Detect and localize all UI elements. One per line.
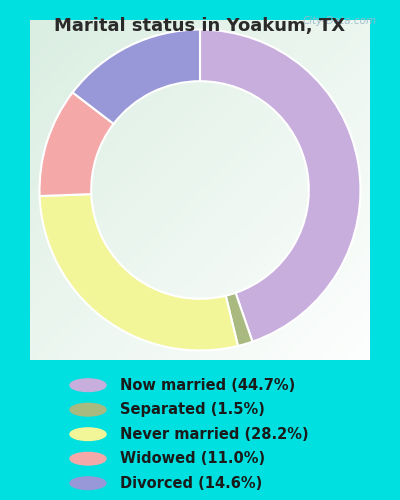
Circle shape xyxy=(70,379,106,392)
Circle shape xyxy=(70,404,106,416)
Wedge shape xyxy=(72,30,200,124)
Text: Marital status in Yoakum, TX: Marital status in Yoakum, TX xyxy=(54,18,346,36)
Circle shape xyxy=(70,452,106,465)
Text: Widowed (11.0%): Widowed (11.0%) xyxy=(120,451,265,466)
Circle shape xyxy=(70,477,106,490)
Text: Separated (1.5%): Separated (1.5%) xyxy=(120,402,265,417)
Wedge shape xyxy=(40,194,238,350)
Wedge shape xyxy=(226,293,252,346)
Circle shape xyxy=(70,428,106,440)
Text: Divorced (14.6%): Divorced (14.6%) xyxy=(120,476,262,490)
Text: Now married (44.7%): Now married (44.7%) xyxy=(120,378,295,392)
Text: Never married (28.2%): Never married (28.2%) xyxy=(120,426,309,442)
Wedge shape xyxy=(200,30,360,342)
Text: City-Data.com: City-Data.com xyxy=(303,16,377,26)
Wedge shape xyxy=(40,92,114,196)
